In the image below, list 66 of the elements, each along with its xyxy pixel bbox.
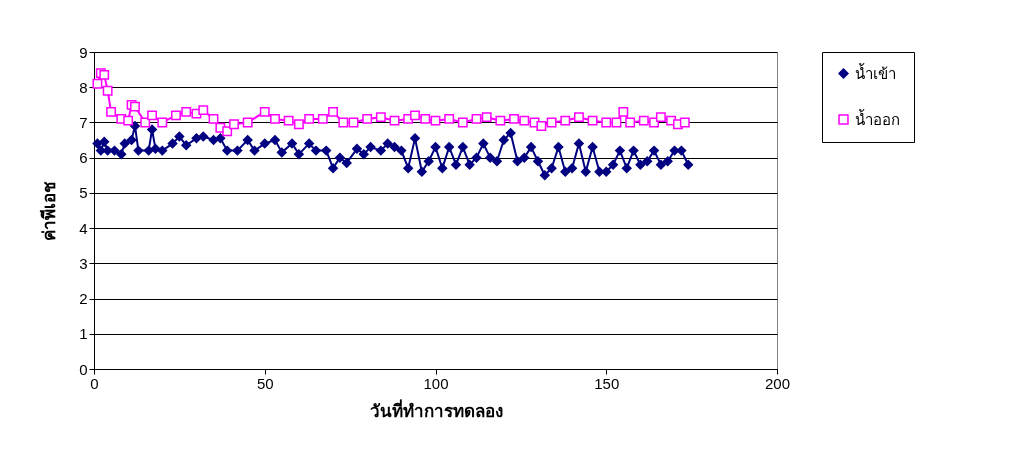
y-tick-label: 1	[79, 325, 88, 343]
x-tick-label: 100	[423, 374, 449, 392]
point	[375, 112, 386, 123]
point	[618, 106, 629, 117]
x-tick-label: 200	[764, 374, 791, 392]
point	[181, 106, 192, 117]
y-tick-label: 9	[79, 43, 88, 61]
y-tick-label: 4	[79, 219, 88, 237]
y-axis-title: ค่าพีเอช	[39, 181, 60, 241]
point	[430, 115, 441, 126]
point	[444, 113, 455, 124]
point	[519, 115, 530, 126]
x-axis-title: วันที่ทำการทดลอง	[369, 398, 503, 421]
y-tick-label: 7	[79, 113, 88, 131]
point	[536, 121, 547, 131]
legend-label: น้ำเข้า	[855, 62, 896, 82]
point	[495, 115, 506, 126]
point	[208, 113, 219, 124]
point	[457, 117, 468, 128]
point	[560, 115, 571, 126]
point	[171, 110, 181, 121]
point	[229, 119, 239, 130]
y-tick-label: 2	[79, 290, 88, 308]
point	[509, 113, 519, 124]
y-tick-label: 0	[79, 360, 88, 378]
point	[222, 126, 233, 137]
y-tick-label: 6	[79, 149, 88, 167]
point	[242, 117, 253, 128]
point	[106, 106, 117, 117]
y-tick-label: 3	[79, 254, 88, 272]
point	[587, 115, 598, 126]
point	[655, 112, 666, 123]
point	[410, 110, 420, 121]
point	[546, 117, 557, 128]
point	[92, 78, 103, 89]
point	[317, 113, 328, 124]
point	[157, 117, 168, 128]
point	[638, 115, 649, 126]
point	[102, 85, 113, 96]
point	[147, 110, 157, 121]
point	[99, 69, 110, 80]
point	[601, 117, 612, 128]
point	[270, 113, 280, 124]
point	[625, 117, 636, 128]
point	[389, 115, 400, 126]
x-tick-label: 150	[594, 374, 620, 392]
point	[293, 119, 304, 130]
x-tick-label: 0	[90, 374, 99, 392]
x-tick-label: 50	[256, 374, 274, 392]
y-tick-label: 5	[79, 184, 88, 202]
y-tick-label: 8	[79, 78, 88, 96]
point	[328, 106, 338, 117]
point	[679, 117, 690, 128]
point	[130, 101, 140, 112]
point	[420, 113, 431, 124]
point	[304, 113, 315, 124]
point	[259, 106, 270, 117]
legend-label: น้ำออก	[855, 108, 900, 128]
point	[574, 112, 584, 123]
point	[362, 113, 373, 124]
point	[123, 115, 134, 126]
point	[481, 112, 492, 123]
point	[283, 115, 294, 126]
point	[198, 105, 209, 116]
point	[338, 117, 349, 128]
point	[471, 113, 482, 124]
